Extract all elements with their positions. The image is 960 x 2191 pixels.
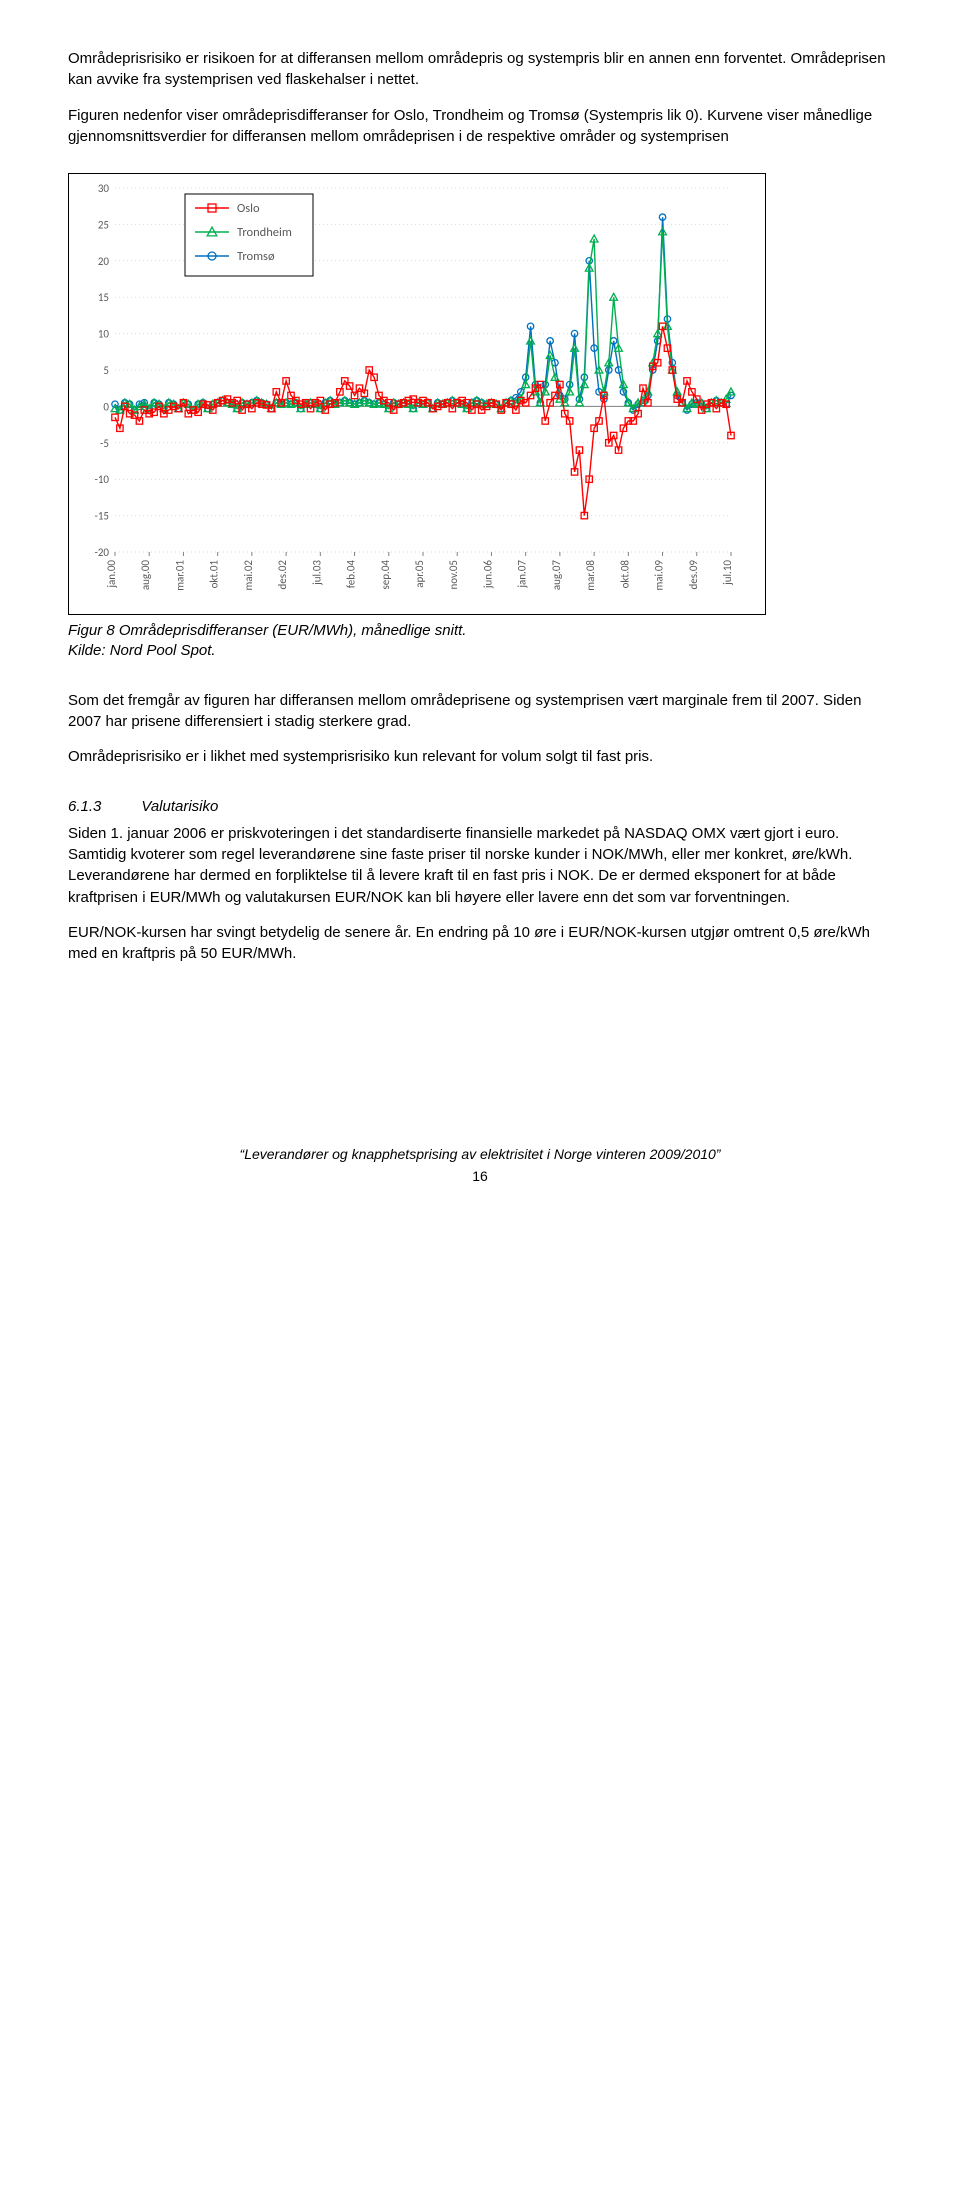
svg-text:5: 5	[103, 364, 109, 377]
intro-para-1: Områdeprisrisiko er risikoen for at diff…	[68, 48, 892, 91]
svg-text:25: 25	[98, 219, 109, 232]
svg-text:des.02: des.02	[276, 560, 289, 590]
area-price-chart: -20 -15 -10 -5 0 5 10 15 20 25 30 jan.00 aug.00 mar.0…	[77, 182, 741, 612]
page-footer: “Leverandører og knapphetsprising av ele…	[68, 1145, 892, 1165]
svg-text:jan.00: jan.00	[105, 560, 118, 589]
svg-text:apr.05: apr.05	[413, 560, 426, 588]
svg-text:aug.00: aug.00	[139, 560, 152, 591]
svg-text:-10: -10	[94, 473, 109, 486]
figure-caption-line1: Figur 8 Områdeprisdifferanser (EUR/MWh),…	[68, 622, 466, 639]
svg-text:jun.06: jun.06	[481, 560, 494, 590]
svg-text:mai.02: mai.02	[242, 560, 255, 591]
svg-text:0: 0	[103, 401, 109, 414]
svg-text:Trondheim: Trondheim	[237, 225, 292, 240]
svg-text:15: 15	[98, 291, 109, 304]
svg-text:jul.03: jul.03	[310, 560, 323, 586]
svg-text:-5: -5	[100, 437, 109, 450]
svg-text:30: 30	[98, 182, 110, 195]
svg-text:jan.07: jan.07	[516, 560, 529, 589]
svg-text:mai.09: mai.09	[653, 560, 666, 591]
body-para-4: Områdeprisrisiko er i likhet med systemp…	[68, 746, 892, 767]
svg-text:-15: -15	[94, 510, 109, 523]
svg-text:-20: -20	[94, 546, 109, 559]
svg-text:mar.08: mar.08	[584, 560, 597, 591]
section-heading: 6.1.3 Valutarisiko	[68, 796, 892, 817]
svg-text:Tromsø: Tromsø	[237, 249, 275, 264]
svg-text:okt.01: okt.01	[208, 560, 221, 589]
intro-para-2: Figuren nedenfor viser områdeprisdiffera…	[68, 105, 892, 148]
svg-text:nov.05: nov.05	[447, 560, 460, 590]
svg-text:10: 10	[98, 328, 110, 341]
svg-text:okt.08: okt.08	[618, 560, 631, 589]
body-para-3: Som det fremgår av figuren har differans…	[68, 690, 892, 733]
chart-container: -20 -15 -10 -5 0 5 10 15 20 25 30 jan.00 aug.00 mar.0…	[68, 173, 766, 615]
svg-text:mar.01: mar.01	[173, 560, 186, 591]
svg-text:des.09: des.09	[687, 560, 700, 590]
svg-text:aug.07: aug.07	[550, 560, 563, 591]
svg-text:Oslo: Oslo	[237, 201, 260, 216]
figure-caption-line2: Kilde: Nord Pool Spot.	[68, 642, 216, 659]
section-title: Valutarisiko	[141, 796, 218, 817]
svg-text:jul.10: jul.10	[721, 560, 734, 586]
page-number: 16	[68, 1167, 892, 1187]
svg-text:feb.04: feb.04	[345, 560, 358, 589]
svg-text:20: 20	[98, 255, 110, 268]
body-para-6: EUR/NOK-kursen har svingt betydelig de s…	[68, 922, 892, 965]
svg-text:sep.04: sep.04	[379, 560, 392, 590]
body-para-5: Siden 1. januar 2006 er priskvoteringen …	[68, 823, 892, 908]
figure-caption: Figur 8 Områdeprisdifferanser (EUR/MWh),…	[68, 621, 892, 662]
section-number: 6.1.3	[68, 796, 101, 817]
